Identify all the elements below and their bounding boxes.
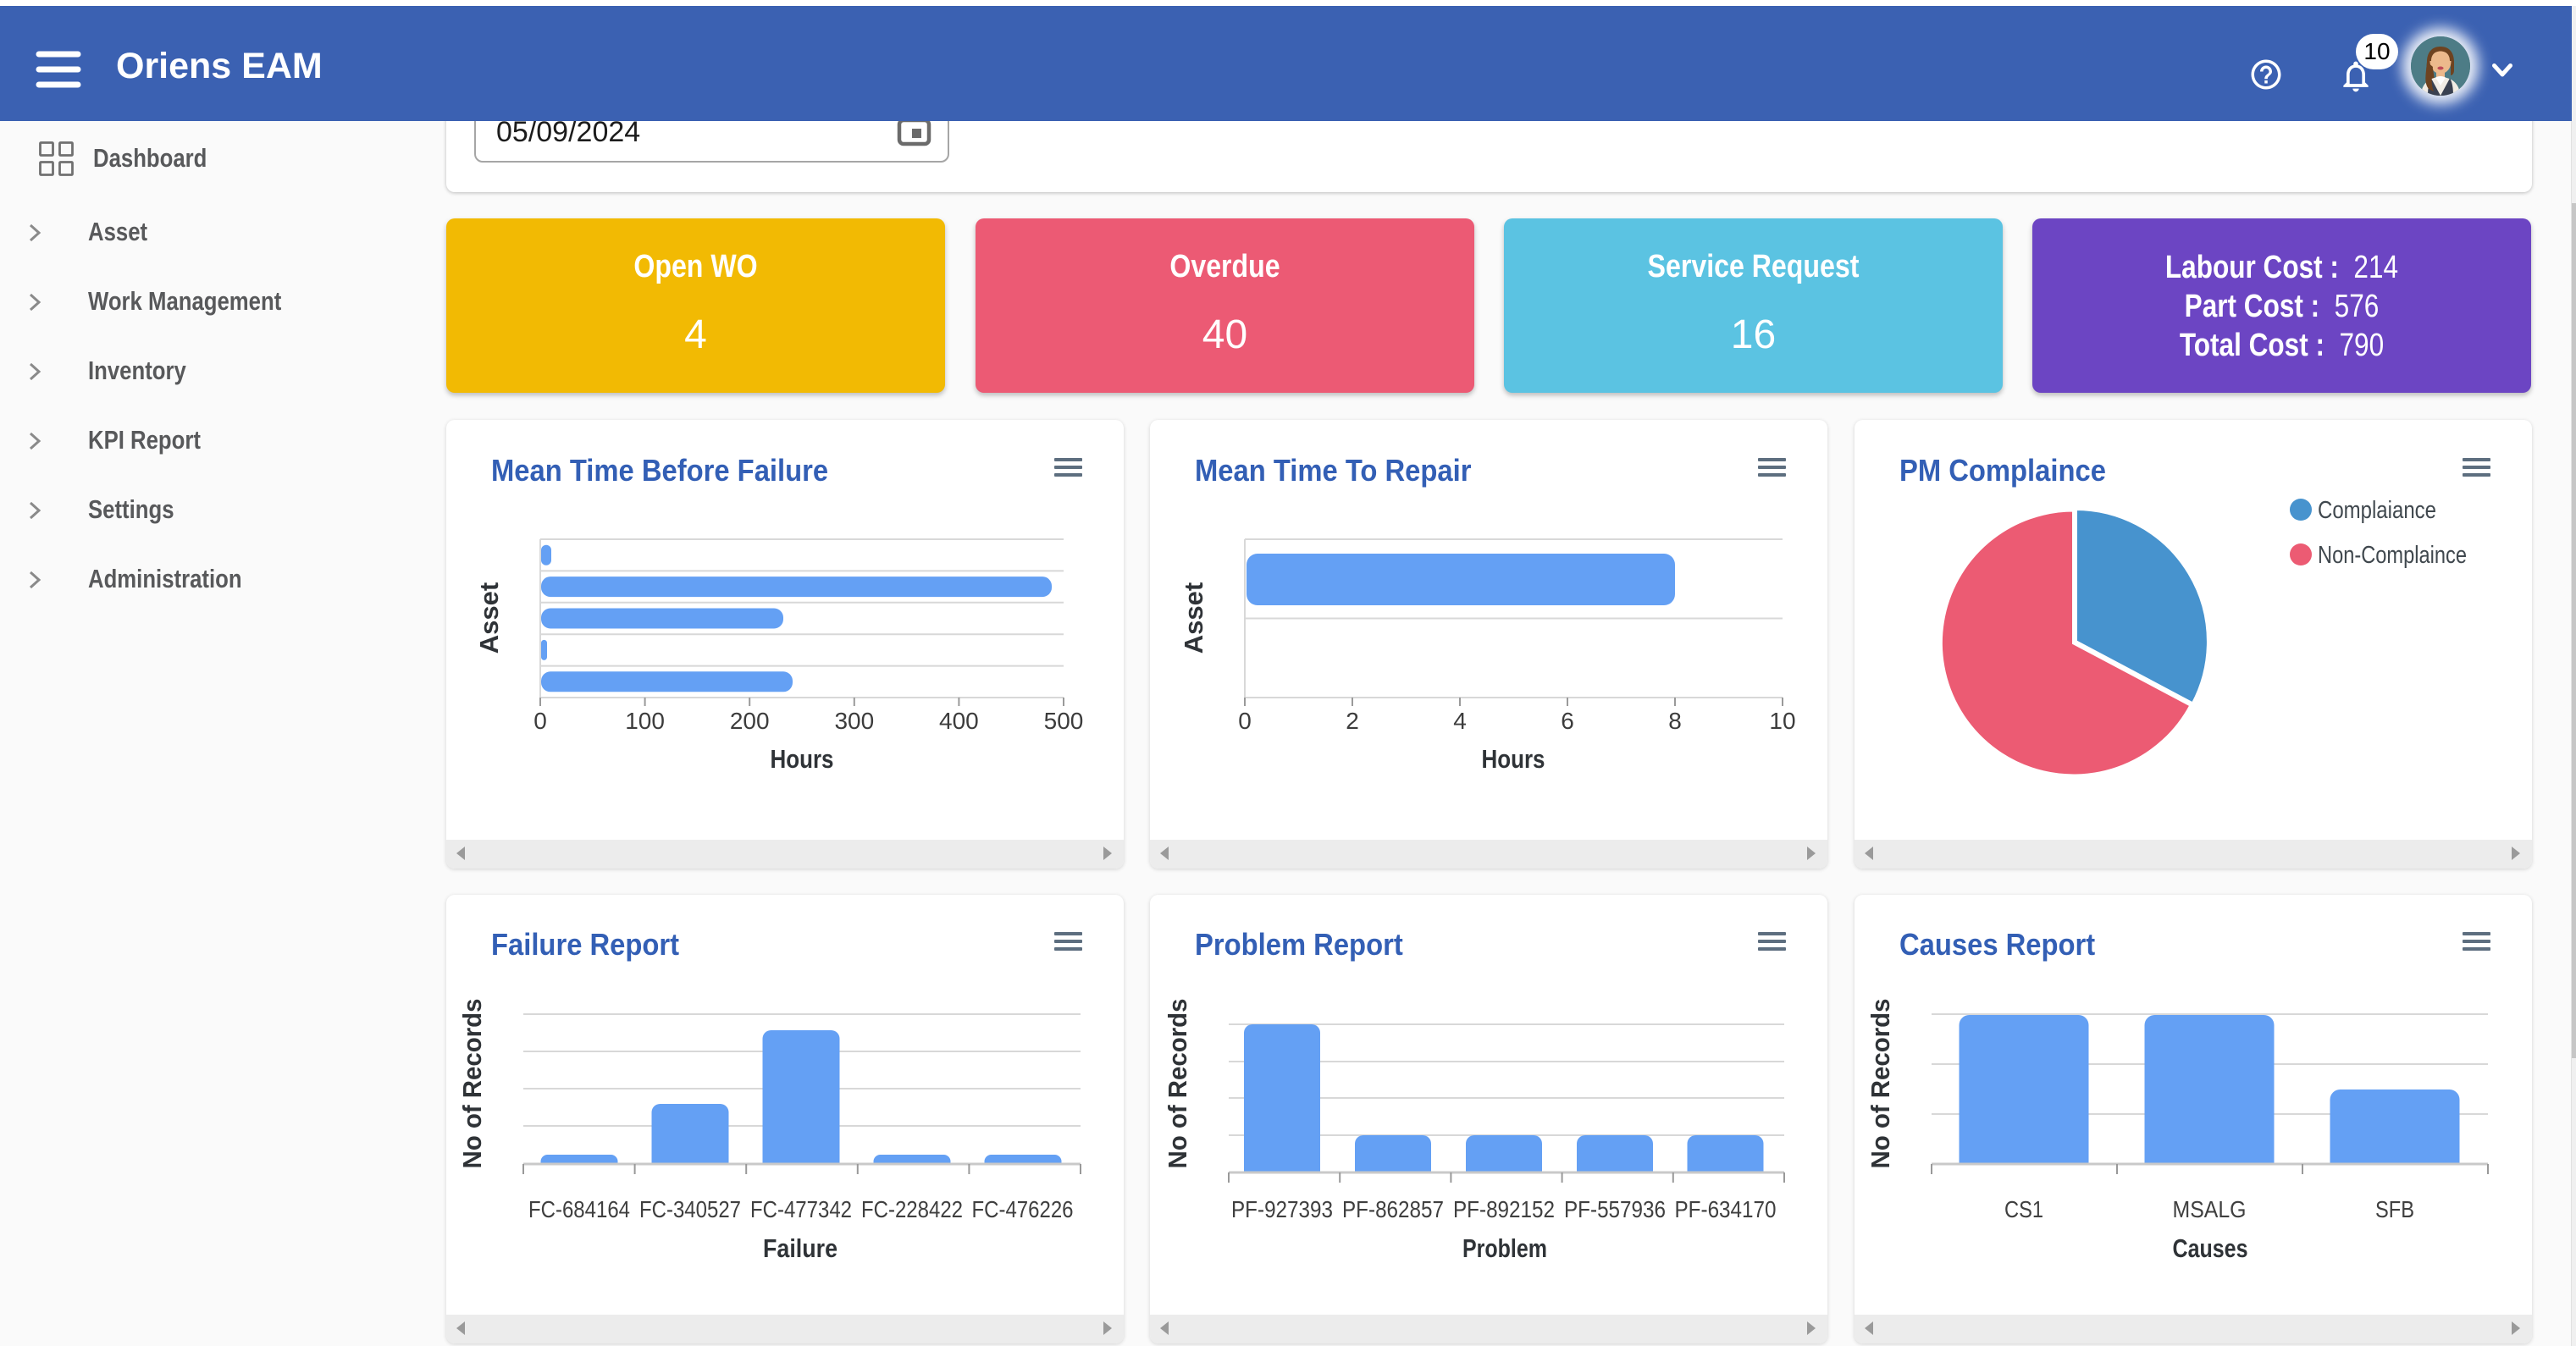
svg-text:0: 0: [533, 708, 547, 734]
svg-text:8: 8: [1668, 708, 1682, 734]
svg-text:200: 200: [730, 708, 770, 734]
svg-text:FC-476226: FC-476226: [972, 1196, 1074, 1222]
svg-text:6: 6: [1561, 708, 1574, 734]
svg-text:PF-927393: PF-927393: [1231, 1196, 1333, 1222]
svg-text:PF-557936: PF-557936: [1564, 1196, 1666, 1222]
svg-text:FC-477342: FC-477342: [750, 1196, 852, 1222]
svg-text:SFB: SFB: [2375, 1196, 2414, 1222]
svg-text:4: 4: [1453, 708, 1467, 734]
svg-text:No of Records: No of Records: [1866, 999, 1895, 1169]
svg-text:400: 400: [939, 708, 979, 734]
svg-text:Complaiance: Complaiance: [2318, 497, 2436, 524]
svg-text:0: 0: [1238, 708, 1252, 734]
svg-text:No of Records: No of Records: [1163, 999, 1192, 1169]
svg-text:500: 500: [1044, 708, 1084, 734]
svg-text:Causes: Causes: [2173, 1233, 2248, 1263]
svg-text:No of Records: No of Records: [457, 999, 487, 1169]
svg-text:FC-340527: FC-340527: [639, 1196, 741, 1222]
svg-text:10: 10: [1769, 708, 1795, 734]
svg-text:Hours: Hours: [1482, 744, 1545, 774]
svg-text:100: 100: [625, 708, 665, 734]
svg-text:FC-228422: FC-228422: [861, 1196, 963, 1222]
svg-text:MSALG: MSALG: [2173, 1196, 2247, 1222]
svg-text:2: 2: [1346, 708, 1359, 734]
svg-text:PF-634170: PF-634170: [1675, 1196, 1777, 1222]
svg-text:300: 300: [834, 708, 874, 734]
svg-text:Problem: Problem: [1462, 1233, 1547, 1263]
svg-text:PF-892152: PF-892152: [1453, 1196, 1555, 1222]
svg-text:Non-Complaince: Non-Complaince: [2318, 542, 2467, 569]
svg-text:PF-862857: PF-862857: [1342, 1196, 1444, 1222]
svg-text:FC-684164: FC-684164: [528, 1196, 630, 1222]
svg-text:Failure: Failure: [763, 1233, 837, 1263]
svg-text:CS1: CS1: [2004, 1196, 2043, 1222]
svg-text:Hours: Hours: [771, 744, 834, 774]
svg-text:Asset: Asset: [474, 582, 504, 654]
svg-text:Asset: Asset: [1179, 582, 1208, 654]
